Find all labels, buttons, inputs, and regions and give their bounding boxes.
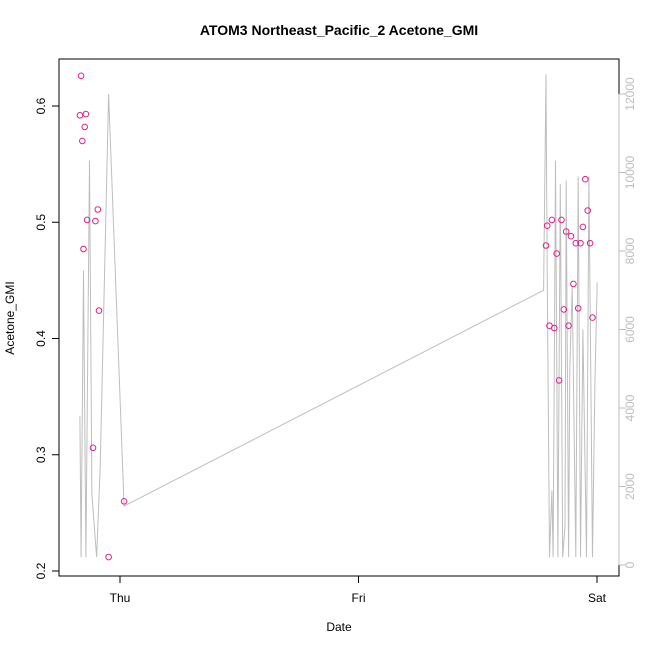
data-point: [579, 223, 587, 231]
y-axis-right: 0 2000 4000 6000 8000 10000 12000: [618, 77, 637, 568]
data-point: [577, 239, 584, 247]
altitude-series-line: [79, 74, 598, 558]
y-axis-left: 0.2 0.3 0.4 0.5 0.6: [34, 97, 60, 579]
x-tick-label: Thu: [110, 591, 131, 605]
data-point: [567, 232, 575, 240]
x-axis-label: Date: [326, 620, 352, 634]
data-point: [555, 377, 563, 384]
data-point: [553, 250, 561, 257]
data-point: [565, 322, 572, 330]
data-point: [81, 123, 88, 131]
y-tick-label-right: 4000: [623, 394, 637, 421]
data-point: [582, 175, 589, 183]
x-tick-label: Sat: [588, 591, 607, 605]
plot-box: [58, 58, 620, 577]
y-tick-label-left: 0.6: [34, 97, 48, 114]
data-point: [105, 553, 112, 561]
data-point: [80, 245, 87, 253]
y-tick-label-right: 0: [623, 561, 637, 568]
data-point: [83, 216, 91, 224]
data-point: [95, 307, 103, 314]
x-axis: Thu Fri Sat: [110, 575, 607, 605]
y-tick-label-left: 0.3: [34, 446, 48, 463]
data-point: [79, 137, 86, 145]
y-tick-label-right: 6000: [623, 316, 637, 343]
data-point: [542, 242, 550, 249]
data-point: [94, 206, 102, 213]
data-point: [548, 216, 556, 224]
data-point: [586, 239, 594, 247]
y-tick-label-left: 0.2: [34, 562, 48, 579]
y-tick-label-right: 8000: [623, 237, 637, 264]
data-point: [89, 444, 97, 452]
data-point: [574, 305, 582, 312]
data-point: [82, 110, 90, 118]
data-point: [570, 280, 577, 288]
data-point: [589, 314, 596, 321]
altitude-line: [79, 74, 598, 558]
data-point: [560, 306, 568, 313]
data-point: [76, 112, 84, 119]
data-point: [584, 207, 592, 214]
chart-title: ATOM3 Northeast_Pacific_2 Acetone_GMI: [200, 22, 478, 38]
data-point: [92, 217, 99, 225]
data-point: [543, 222, 551, 229]
acetone-points: [76, 72, 596, 561]
y-tick-label-right: 10000: [623, 155, 637, 189]
data-point: [562, 228, 570, 235]
y-tick-label-right: 12000: [623, 77, 637, 111]
data-point: [558, 216, 565, 224]
y-axis-label: Acetone_GMI: [3, 281, 17, 354]
data-point: [551, 324, 558, 332]
y-tick-label-left: 0.4: [34, 330, 48, 347]
x-tick-label: Fri: [352, 591, 366, 605]
y-tick-label-right: 2000: [623, 473, 637, 500]
y-tick-label-left: 0.5: [34, 214, 48, 231]
data-point: [77, 72, 85, 80]
data-point: [120, 498, 128, 505]
data-point: [572, 239, 580, 247]
